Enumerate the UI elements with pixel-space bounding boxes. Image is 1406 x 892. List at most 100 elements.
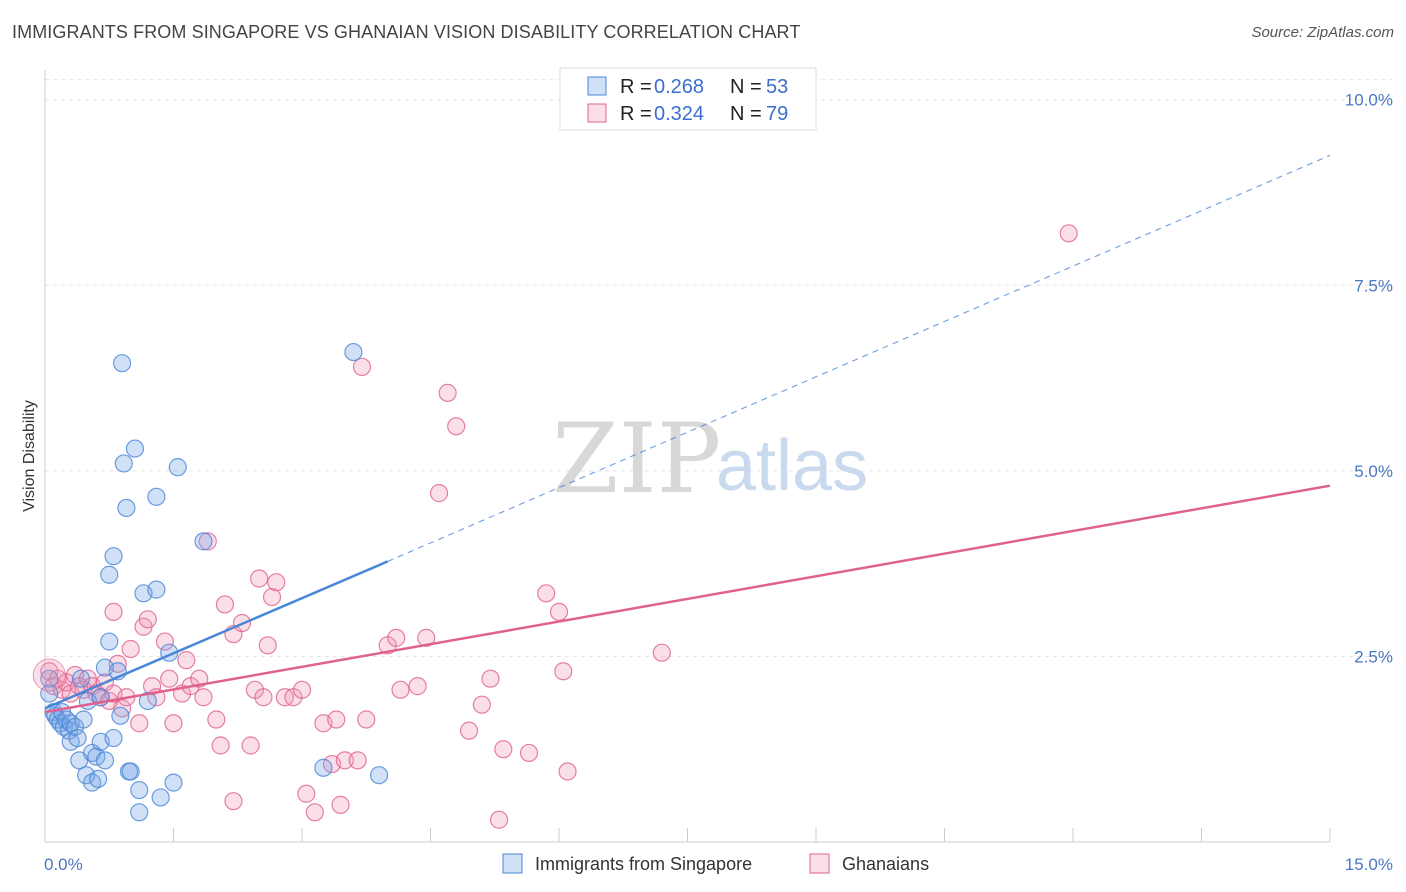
point-singapore xyxy=(117,498,136,518)
bottom-legend-label-ghanaians: Ghanaians xyxy=(842,854,929,874)
point-ghanaian xyxy=(554,662,573,681)
legend-r-label-1: R = xyxy=(620,76,652,98)
point-ghanaian xyxy=(254,688,273,707)
point-ghanaian xyxy=(348,751,367,770)
point-singapore xyxy=(147,580,166,599)
point-ghanaian xyxy=(130,714,149,733)
y-tick-label: 2.5% xyxy=(1354,647,1393,666)
legend: R = 0.268 N = 53 R = 0.324 N = 79 xyxy=(559,67,817,131)
point-ghanaian xyxy=(408,677,427,696)
point-singapore xyxy=(74,710,93,729)
legend-r-label-2: R = xyxy=(620,103,652,125)
point-singapore xyxy=(104,728,123,748)
legend-r-value-2: 0.324 xyxy=(654,103,704,125)
bottom-legend-swatch-singapore xyxy=(502,853,523,874)
point-ghanaian xyxy=(327,710,346,729)
point-ghanaian-large xyxy=(32,658,66,692)
point-ghanaian xyxy=(121,639,140,659)
watermark-zip: ZIP xyxy=(552,403,721,515)
point-ghanaian xyxy=(104,602,123,621)
point-ghanaian xyxy=(155,632,175,651)
chart-title: IMMIGRANTS FROM SINGAPORE VS GHANAIAN VI… xyxy=(12,22,801,42)
point-ghanaian xyxy=(459,721,479,740)
point-ghanaian xyxy=(194,688,213,707)
point-ghanaian xyxy=(198,532,217,551)
watermark-atlas: atlas xyxy=(716,426,868,506)
point-ghanaian xyxy=(262,587,282,607)
point-singapore xyxy=(168,458,187,477)
point-singapore xyxy=(111,706,130,725)
point-ghanaian xyxy=(138,610,157,629)
point-ghanaian xyxy=(177,651,196,670)
point-ghanaian xyxy=(112,699,132,718)
point-singapore xyxy=(138,691,157,711)
point-singapore xyxy=(40,684,59,703)
point-singapore xyxy=(151,788,170,807)
point-ghanaian xyxy=(489,810,509,829)
legend-swatch-singapore xyxy=(587,76,607,96)
point-ghanaian xyxy=(537,584,556,603)
point-singapore xyxy=(194,532,213,551)
legend-swatch-ghanaians xyxy=(587,103,607,123)
point-ghanaian xyxy=(224,792,243,811)
point-singapore xyxy=(164,773,183,792)
point-ghanaian xyxy=(558,762,577,781)
point-ghanaian xyxy=(652,643,671,662)
point-ghanaian xyxy=(391,680,410,699)
point-singapore xyxy=(71,669,91,688)
point-ghanaian xyxy=(494,740,513,759)
point-ghanaian xyxy=(267,573,286,592)
trend-line-ghanaians xyxy=(44,484,1331,714)
point-singapore xyxy=(130,803,149,822)
point-singapore xyxy=(344,342,363,362)
data-points xyxy=(32,224,1078,829)
point-ghanaian xyxy=(335,751,354,770)
point-ghanaian xyxy=(481,669,500,688)
bottom-legend: Immigrants from Singapore Ghanaians xyxy=(502,853,929,874)
point-singapore xyxy=(147,487,166,506)
trend-line-singapore xyxy=(44,560,389,710)
point-ghanaian xyxy=(549,602,569,621)
point-ghanaian xyxy=(297,784,316,803)
point-singapore xyxy=(77,766,96,785)
point-ghanaian xyxy=(1059,224,1078,243)
point-singapore xyxy=(40,669,59,688)
x-tick-label-max: 15.0% xyxy=(1345,855,1393,874)
point-singapore xyxy=(125,439,145,458)
legend-n-value-2: 79 xyxy=(766,103,788,125)
legend-n-label-2: N = xyxy=(730,103,762,125)
point-ghanaian xyxy=(352,357,372,377)
source-label: Source: ZipAtlas.com xyxy=(1251,24,1394,41)
legend-n-label-1: N = xyxy=(730,76,762,98)
y-tick-label: 7.5% xyxy=(1354,276,1393,295)
watermark: ZIP atlas xyxy=(552,403,868,515)
trend-lines xyxy=(44,154,1331,714)
y-tick-label: 5.0% xyxy=(1354,462,1393,481)
point-ghanaian xyxy=(387,628,406,647)
legend-box xyxy=(559,67,817,131)
point-ghanaian xyxy=(429,484,449,503)
point-ghanaian xyxy=(258,636,277,655)
bottom-legend-swatch-ghanaians xyxy=(809,853,830,874)
point-ghanaian xyxy=(241,736,260,755)
point-singapore xyxy=(130,780,149,800)
tick-labels: 2.5% 5.0% 7.5% 10.0% 0.0% 15.0% xyxy=(44,91,1393,874)
point-ghanaian xyxy=(207,710,226,729)
point-ghanaian xyxy=(211,736,230,755)
point-ghanaian xyxy=(305,803,324,822)
point-singapore xyxy=(314,758,333,777)
point-ghanaian xyxy=(250,569,269,588)
point-ghanaian xyxy=(164,714,183,733)
point-ghanaian xyxy=(142,677,162,696)
y-tick-label: 10.0% xyxy=(1345,91,1393,110)
point-ghanaian xyxy=(160,669,179,688)
bottom-legend-label-singapore: Immigrants from Singapore xyxy=(535,854,752,874)
point-singapore xyxy=(100,565,119,584)
point-ghanaian xyxy=(417,628,436,647)
point-ghanaian xyxy=(438,383,457,403)
point-ghanaian xyxy=(519,743,539,763)
point-singapore xyxy=(370,766,389,785)
point-ghanaian xyxy=(472,695,491,714)
point-singapore xyxy=(95,751,115,770)
